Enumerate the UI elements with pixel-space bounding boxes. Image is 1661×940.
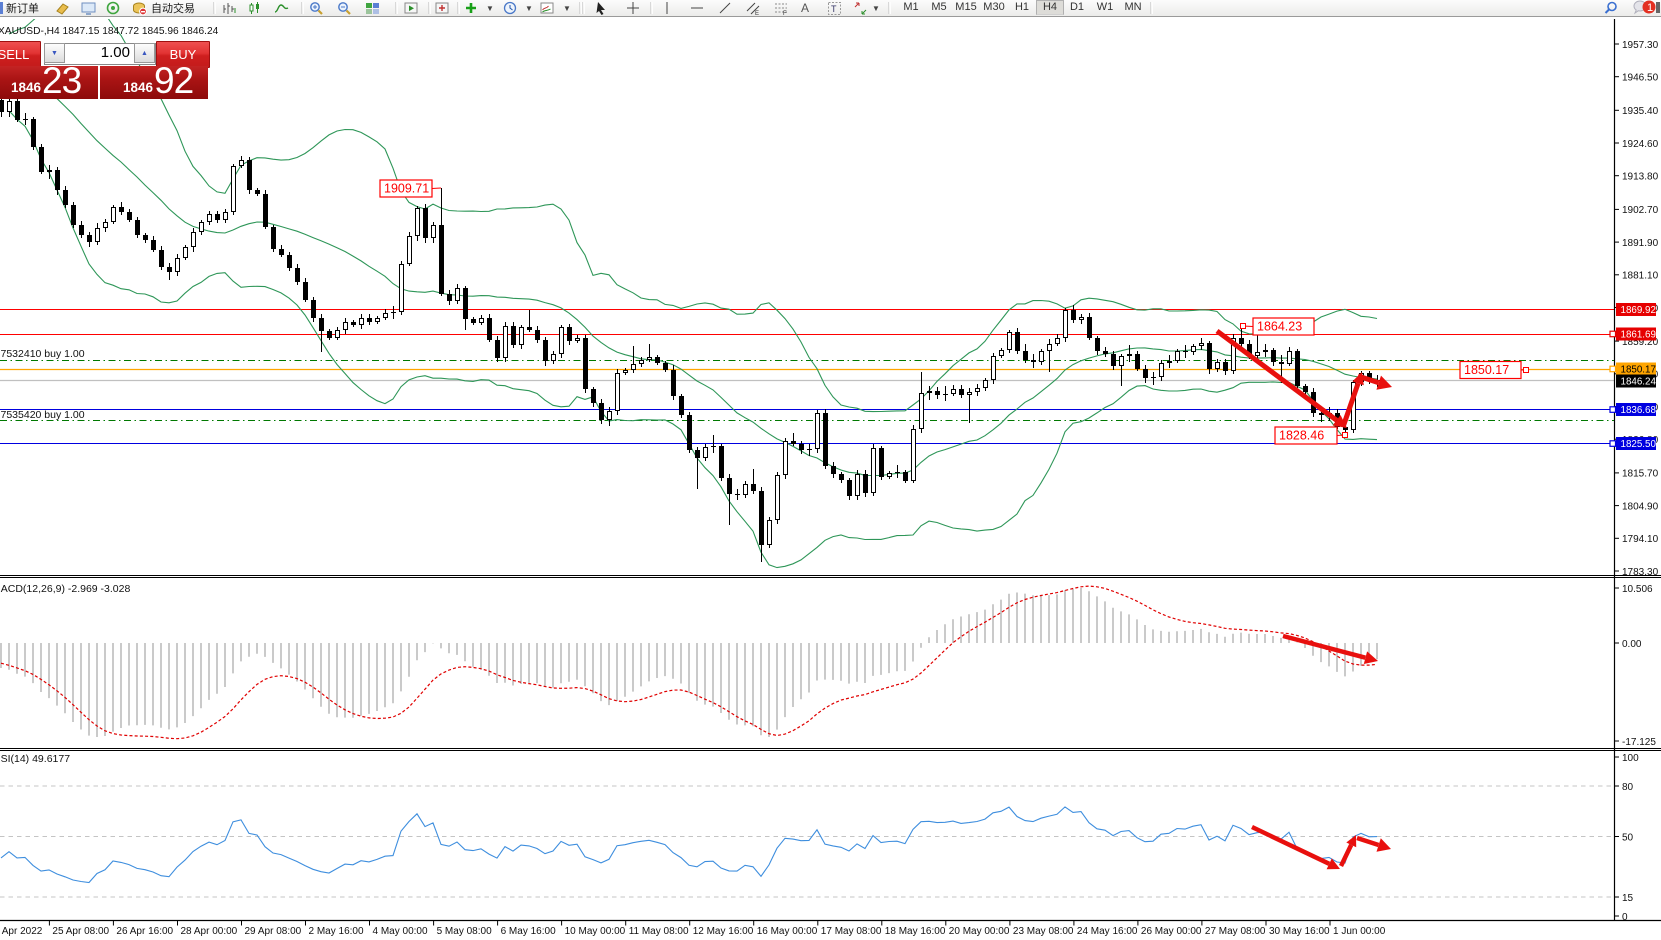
svg-text:1804.90: 1804.90 <box>1622 501 1659 512</box>
svg-text:15: 15 <box>1622 893 1634 904</box>
svg-text:E: E <box>755 11 759 16</box>
svg-text:11 May 08:00: 11 May 08:00 <box>629 926 689 937</box>
svg-text:RSI(14) 49.6177: RSI(14) 49.6177 <box>0 753 70 765</box>
svg-text:1957.30: 1957.30 <box>1622 40 1659 51</box>
svg-text:1913.80: 1913.80 <box>1622 172 1659 183</box>
svg-text:27 May 08:00: 27 May 08:00 <box>1205 926 1266 937</box>
svg-text:1881.10: 1881.10 <box>1622 271 1659 282</box>
svg-text:1815.70: 1815.70 <box>1622 469 1659 480</box>
svg-text:7535420 buy 1.00: 7535420 buy 1.00 <box>1 409 85 421</box>
svg-text:1869.92: 1869.92 <box>1621 305 1656 316</box>
svg-text:100: 100 <box>1622 753 1639 764</box>
svg-text:16 May 00:00: 16 May 00:00 <box>757 926 818 937</box>
svg-text:25 Apr 08:00: 25 Apr 08:00 <box>52 926 109 937</box>
svg-text:1825.50: 1825.50 <box>1621 439 1657 450</box>
svg-text:1783.30: 1783.30 <box>1622 567 1659 578</box>
svg-text:T: T <box>831 4 837 14</box>
svg-text:12 May 16:00: 12 May 16:00 <box>693 926 754 937</box>
svg-text:6 May 16:00: 6 May 16:00 <box>501 926 556 937</box>
svg-text:0.00: 0.00 <box>1622 639 1642 650</box>
svg-text:20 May 00:00: 20 May 00:00 <box>949 926 1010 937</box>
svg-text:10 May 00:00: 10 May 00:00 <box>565 926 626 937</box>
svg-text:28 Apr 00:00: 28 Apr 00:00 <box>181 926 238 937</box>
svg-text:17 May 08:00: 17 May 08:00 <box>821 926 882 937</box>
svg-text:1935.40: 1935.40 <box>1622 106 1659 117</box>
svg-text:18 May 16:00: 18 May 16:00 <box>885 926 946 937</box>
svg-text:4 May 00:00: 4 May 00:00 <box>373 926 428 937</box>
svg-text:1: 1 <box>1647 2 1653 14</box>
svg-text:30 May 16:00: 30 May 16:00 <box>1269 926 1330 937</box>
svg-text:1946.50: 1946.50 <box>1622 73 1659 84</box>
svg-text:24 May 16:00: 24 May 16:00 <box>1077 926 1138 937</box>
svg-text:26 May 00:00: 26 May 00:00 <box>1141 926 1202 937</box>
svg-text:5 May 08:00: 5 May 08:00 <box>437 926 492 937</box>
svg-text:1864.23: 1864.23 <box>1257 320 1302 334</box>
svg-text:1909.71: 1909.71 <box>384 182 429 196</box>
svg-text:MACD(12,26,9) -2.969 -3.028: MACD(12,26,9) -2.969 -3.028 <box>0 583 130 595</box>
svg-text:2 May 16:00: 2 May 16:00 <box>309 926 364 937</box>
svg-text:1902.70: 1902.70 <box>1622 205 1659 216</box>
svg-text:XAUUSD-,H4 1847.15 1847.72 18: XAUUSD-,H4 1847.15 1847.72 1845.96 1846.… <box>0 26 219 37</box>
svg-text:23 May 08:00: 23 May 08:00 <box>1013 926 1074 937</box>
svg-text:1850.17: 1850.17 <box>1464 363 1509 377</box>
svg-text:29 Apr 08:00: 29 Apr 08:00 <box>245 926 302 937</box>
svg-text:1861.69: 1861.69 <box>1621 330 1656 341</box>
svg-text:7532410 buy 1.00: 7532410 buy 1.00 <box>1 348 85 360</box>
svg-text:1846.24: 1846.24 <box>1621 377 1657 388</box>
svg-text:26 Apr 16:00: 26 Apr 16:00 <box>116 926 173 937</box>
svg-text:-17.125: -17.125 <box>1622 737 1656 748</box>
svg-text:1924.60: 1924.60 <box>1622 139 1659 150</box>
svg-text:1850.17: 1850.17 <box>1621 365 1656 376</box>
svg-text:50: 50 <box>1622 832 1634 843</box>
svg-text:1859.20: 1859.20 <box>1622 337 1659 348</box>
svg-text:1836.68: 1836.68 <box>1621 405 1657 416</box>
svg-text:F: F <box>783 11 787 16</box>
svg-text:22 Apr 2022: 22 Apr 2022 <box>0 926 43 937</box>
svg-text:10.506: 10.506 <box>1622 584 1653 595</box>
svg-text:0: 0 <box>1622 912 1628 923</box>
svg-text:80: 80 <box>1622 782 1634 793</box>
svg-text:1828.46: 1828.46 <box>1279 429 1324 443</box>
svg-text:1891.90: 1891.90 <box>1622 238 1659 249</box>
svg-text:1794.10: 1794.10 <box>1622 534 1659 545</box>
svg-text:1 Jun 00:00: 1 Jun 00:00 <box>1333 926 1386 937</box>
